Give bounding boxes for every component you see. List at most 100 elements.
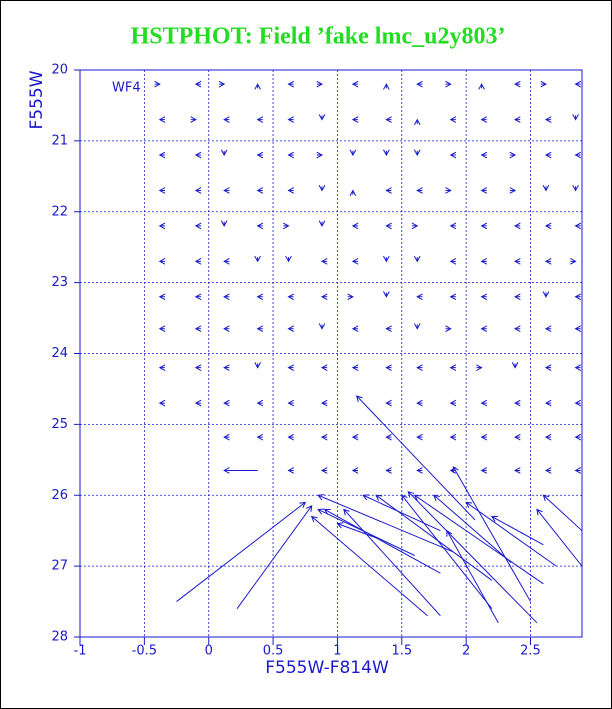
arrow	[287, 116, 295, 123]
arrow-shaft	[385, 325, 392, 333]
plot-frame	[79, 69, 583, 638]
arrow-shaft	[572, 184, 579, 192]
x-tick-label: -1	[74, 644, 87, 659]
arrow	[445, 187, 452, 194]
arrow	[158, 222, 166, 230]
arrow	[318, 323, 326, 330]
arrow-shaft	[574, 364, 582, 371]
arrow-shaft	[351, 258, 359, 265]
arrow-shaft	[433, 494, 512, 563]
arrow	[509, 187, 517, 194]
arrow-shaft	[416, 80, 423, 88]
arrow	[318, 220, 326, 227]
arrow-shaft	[514, 258, 521, 265]
arrow	[383, 255, 390, 263]
x-axis-label: F555W-F814W	[265, 658, 389, 678]
arrow	[287, 151, 295, 159]
arrow	[194, 222, 202, 230]
arrow-shaft	[385, 433, 392, 441]
arrow-shaft	[574, 325, 582, 333]
x-tick-label: 1	[333, 644, 341, 659]
arrow	[385, 325, 392, 333]
y-tick-label: 24	[51, 346, 68, 361]
arrow	[362, 494, 441, 532]
arrow-shaft	[158, 364, 166, 371]
arrow-shaft	[256, 325, 264, 333]
arrow-shaft	[190, 116, 197, 123]
arrow	[336, 522, 377, 539]
y-tick-label: 20	[51, 63, 68, 78]
arrow-shaft	[375, 494, 493, 581]
arrow-shaft	[449, 293, 457, 301]
arrow-shaft	[220, 220, 228, 227]
arrow	[223, 325, 230, 333]
arrow	[413, 149, 421, 157]
arrow	[351, 433, 359, 441]
arrow	[194, 187, 202, 194]
arrow-shaft	[351, 433, 359, 441]
arrow	[514, 258, 521, 265]
arrow-shaft	[176, 501, 307, 602]
arrow	[316, 80, 324, 88]
arrow-shaft	[218, 80, 226, 88]
arrow	[223, 433, 230, 441]
y-tick-label: 25	[51, 417, 68, 432]
arrow-shaft	[287, 116, 295, 123]
arrow	[310, 515, 428, 617]
arrow	[351, 80, 359, 88]
x-tick-label: 1.5	[391, 644, 412, 659]
x-tick-label: 0.5	[263, 644, 284, 659]
y-tick-label: 28	[51, 630, 68, 645]
arrow-shaft	[320, 399, 328, 407]
y-tick-label: 23	[51, 275, 68, 290]
arrow	[154, 80, 161, 88]
arrow-shaft	[514, 222, 521, 230]
arrow-shaft	[223, 325, 230, 333]
arrow	[413, 255, 421, 263]
arrow-shaft	[158, 151, 166, 159]
arrow	[449, 151, 457, 159]
arrow-shaft	[540, 80, 548, 88]
arrow-shaft	[514, 116, 521, 123]
arrow-shaft	[351, 222, 359, 230]
arrow	[223, 399, 230, 407]
arrow-shaft	[574, 151, 582, 159]
arrow	[544, 399, 552, 407]
arrow	[256, 325, 264, 333]
arrow-shaft	[318, 220, 326, 227]
arrow	[385, 364, 392, 371]
arrow	[445, 325, 452, 333]
arrow-shaft	[544, 258, 552, 265]
arrow-shaft	[449, 364, 457, 371]
arrow	[194, 325, 202, 333]
arrow	[218, 80, 226, 88]
arrow-shaft	[544, 222, 552, 230]
arrow-shaft	[223, 258, 230, 265]
arrow-shaft	[320, 364, 328, 371]
arrow-shaft	[351, 325, 359, 333]
arrow	[318, 184, 326, 192]
arrow-shaft	[194, 399, 202, 407]
arrow-shaft	[407, 490, 538, 624]
arrow-shaft	[194, 364, 202, 371]
arrow-shaft	[158, 258, 166, 265]
arrow-shaft	[449, 222, 457, 230]
arrow-shaft	[411, 222, 419, 230]
arrow	[320, 293, 328, 301]
arrow-shaft	[287, 364, 295, 371]
arrow-shaft	[544, 325, 552, 333]
arrow	[574, 222, 582, 230]
arrow	[351, 116, 359, 123]
arrow	[385, 116, 392, 123]
arrow	[316, 151, 324, 159]
arrow	[351, 325, 359, 333]
arrow-shaft	[254, 362, 261, 369]
arrow-shaft	[490, 516, 544, 546]
arrow	[220, 220, 228, 227]
arrow-shaft	[574, 222, 582, 230]
arrow	[287, 80, 295, 88]
arrow	[449, 433, 457, 441]
arrow-shaft	[385, 467, 392, 474]
arrow	[320, 258, 328, 265]
arrow-shaft	[223, 116, 230, 123]
